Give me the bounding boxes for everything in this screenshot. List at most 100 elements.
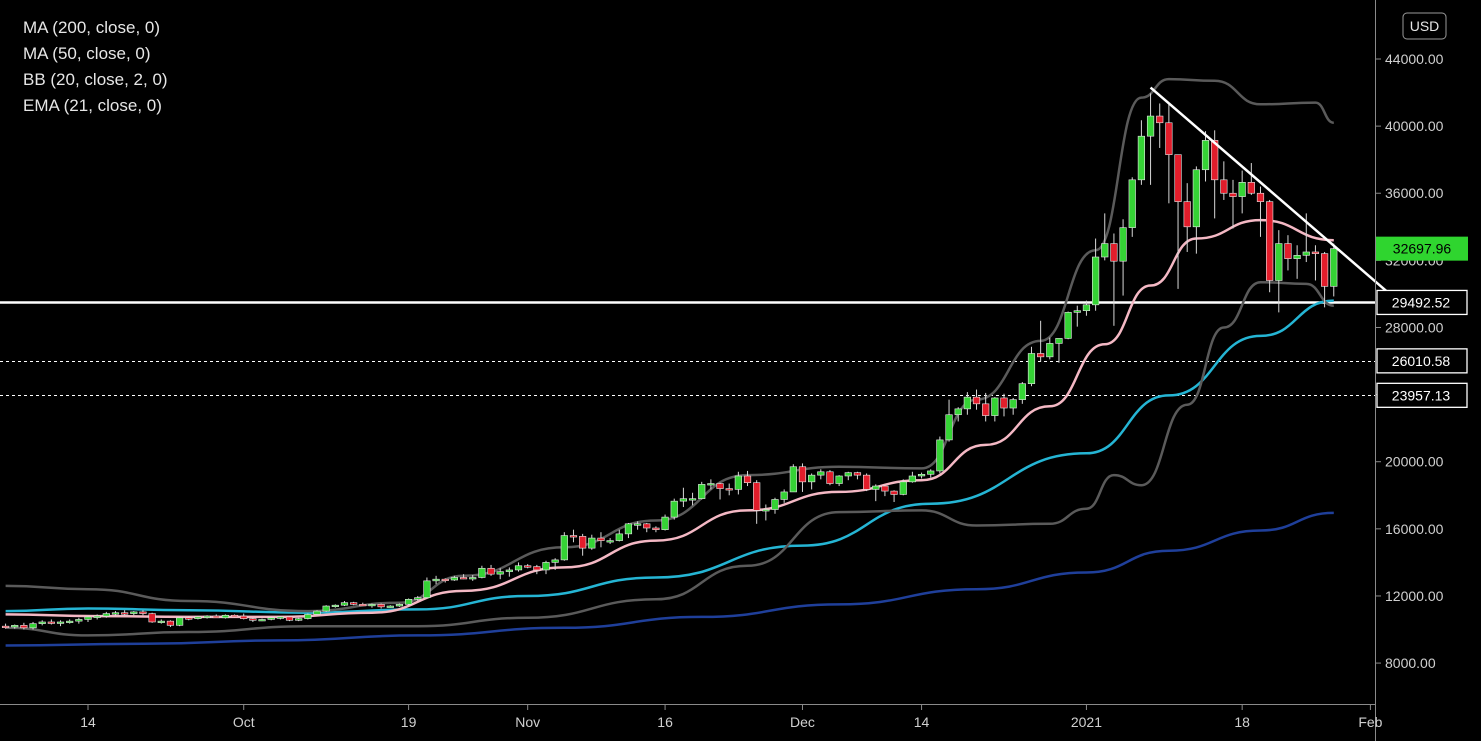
candle-body	[679, 498, 687, 502]
currency-button-label: USD	[1410, 18, 1440, 34]
candle-body	[908, 475, 916, 483]
candle-body	[377, 604, 385, 608]
candle-body	[47, 621, 55, 624]
candle-body	[734, 475, 742, 490]
candle-49	[450, 575, 459, 581]
candle-32	[295, 617, 303, 622]
candle-body	[579, 536, 587, 549]
candle-body	[322, 605, 330, 612]
currency-button[interactable]: USD	[1402, 12, 1447, 40]
candle-39	[359, 602, 367, 607]
level-label-text: 26010.58	[1392, 353, 1451, 369]
candle-body	[285, 616, 294, 621]
candle-body	[441, 578, 449, 581]
candle-61	[560, 532, 568, 561]
candle-64	[588, 534, 596, 550]
x-tick-label-3: Nov	[515, 714, 540, 730]
candle-body	[1000, 397, 1008, 409]
candle-78	[716, 482, 724, 500]
level-label-1: 26010.58	[1376, 348, 1468, 374]
candle-6	[56, 620, 65, 627]
y-tick-label-7: 16000.00	[1385, 521, 1444, 537]
candle-132	[1211, 130, 1219, 219]
candle-body	[11, 625, 19, 628]
candle-body	[230, 614, 239, 618]
candle-body	[423, 580, 431, 598]
candle-body	[166, 620, 175, 626]
candle-122	[1119, 219, 1127, 296]
candle-body	[624, 523, 633, 535]
candle-body	[633, 523, 642, 526]
candle-8	[75, 617, 83, 624]
candle-body	[872, 485, 880, 490]
candle-body	[1027, 353, 1036, 384]
candle-body	[780, 491, 788, 500]
candle-body	[38, 621, 46, 624]
candle-5	[47, 619, 55, 625]
candle-93	[853, 471, 862, 480]
candle-40	[368, 603, 376, 608]
legend-ema21[interactable]: EMA (21, close, 0)	[23, 96, 162, 115]
candle-body	[176, 617, 184, 626]
descending-trendline	[1149, 86, 1398, 301]
legend-ma200[interactable]: MA (200, close, 0)	[23, 18, 161, 37]
candle-123	[1128, 177, 1136, 237]
candle-body	[29, 623, 37, 629]
candle-97	[890, 490, 898, 502]
candle-84	[771, 497, 779, 514]
candle-79	[725, 483, 733, 496]
level-label-2: 23957.13	[1376, 382, 1468, 408]
candles	[1, 93, 1338, 630]
candle-body	[1321, 253, 1329, 287]
candle-body	[1229, 192, 1237, 197]
candle-116	[1064, 311, 1072, 340]
candle-body	[991, 397, 999, 416]
candle-body	[331, 604, 339, 607]
candle-body	[844, 472, 852, 477]
candle-131	[1201, 131, 1210, 182]
candle-body	[276, 616, 284, 619]
candle-body	[139, 611, 147, 614]
candle-11	[102, 611, 110, 618]
candle-92	[844, 471, 852, 481]
candle-13	[121, 610, 129, 616]
current-price-text: 32697.96	[1393, 241, 1452, 257]
candle-87	[798, 463, 807, 492]
candle-body	[359, 604, 367, 607]
candle-body	[707, 483, 715, 486]
candle-body	[295, 618, 303, 621]
candle-48	[441, 578, 449, 583]
candle-body	[762, 509, 770, 512]
series-line-1	[5, 299, 1334, 614]
candle-88	[808, 473, 816, 490]
candle-118	[1082, 300, 1091, 316]
level-label-box	[1376, 289, 1468, 316]
candle-body	[1064, 312, 1072, 339]
candle-107	[982, 392, 990, 422]
candle-body	[459, 577, 468, 580]
candle-130	[1192, 166, 1200, 254]
candle-body	[881, 485, 889, 492]
candle-body	[1092, 256, 1100, 306]
candle-102	[936, 436, 944, 474]
candle-138	[1266, 199, 1274, 293]
trendline[interactable]	[1149, 86, 1398, 301]
candle-body	[588, 537, 596, 549]
time-axis[interactable]: 14 Oct 19 Nov 16 Dec 14 2021 18 Feb	[80, 705, 1383, 730]
candle-120	[1101, 213, 1109, 261]
legend-bollinger[interactable]: BB (20, close, 2, 0)	[23, 70, 168, 89]
candle-56	[514, 562, 523, 572]
candle-42	[386, 605, 394, 608]
candle-12	[111, 611, 120, 617]
candle-body	[496, 571, 504, 575]
candle-body	[1275, 243, 1283, 281]
candle-113	[1037, 320, 1045, 362]
legend-ma50[interactable]: MA (50, close, 0)	[23, 44, 151, 63]
candle-body	[212, 615, 220, 619]
candle-19	[176, 616, 184, 627]
candle-body	[954, 408, 962, 416]
candle-body	[798, 466, 807, 483]
candle-95	[872, 484, 880, 502]
candle-89	[817, 469, 825, 480]
